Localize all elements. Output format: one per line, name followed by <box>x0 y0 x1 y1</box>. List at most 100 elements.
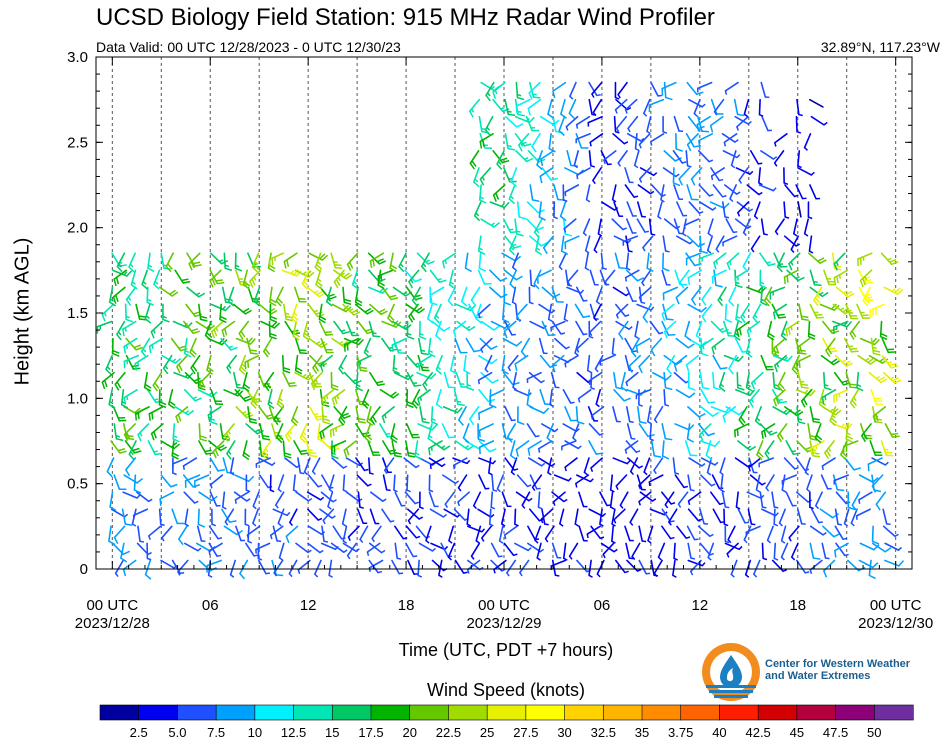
colorbar-label: 47.5 <box>823 725 848 740</box>
barb-staff <box>625 440 638 454</box>
barb-staff <box>160 474 172 488</box>
barb-half-flag <box>490 85 496 90</box>
barb-flag <box>662 267 670 272</box>
barb-flag <box>134 413 138 421</box>
colorbar-box <box>99 704 140 721</box>
barb-half-flag <box>402 291 408 295</box>
barb-half-flag <box>668 521 672 526</box>
wind-barb <box>748 457 762 472</box>
barb-staff <box>498 525 504 542</box>
barb-staff <box>285 525 299 538</box>
wind-barb <box>406 320 415 340</box>
barb-half-flag <box>242 411 247 415</box>
barb-half-flag <box>555 574 560 577</box>
barb-flag <box>616 386 624 390</box>
barb-flag <box>880 378 888 384</box>
barb-half-flag <box>573 164 579 169</box>
barb-flag <box>356 386 363 392</box>
barb-staff <box>245 542 255 557</box>
wind-barb <box>613 201 624 217</box>
wind-barb <box>537 491 543 510</box>
wind-barb <box>613 115 620 134</box>
barb-flag <box>884 547 892 553</box>
barb-staff <box>661 269 668 286</box>
barb-half-flag <box>783 409 788 414</box>
barb-half-flag <box>142 348 147 353</box>
barb-flag <box>524 143 532 147</box>
barb-staff <box>715 235 725 250</box>
wind-barb <box>773 388 786 407</box>
barb-half-flag <box>535 229 540 234</box>
barb-half-flag <box>779 522 783 527</box>
wind-barb <box>428 474 434 493</box>
barb-staff <box>560 98 566 115</box>
wind-barb <box>797 201 802 218</box>
wind-barb <box>625 406 634 423</box>
barb-staff <box>612 406 618 423</box>
barb-half-flag <box>115 435 121 438</box>
barb-staff <box>722 235 738 244</box>
barb-flag <box>869 574 876 580</box>
barb-flag <box>329 295 337 300</box>
barb-flag <box>870 359 877 365</box>
barb-half-flag <box>837 523 843 526</box>
barb-half-flag <box>139 540 145 543</box>
barb-half-flag <box>500 106 505 110</box>
wind-barb <box>586 525 601 539</box>
barb-staff <box>590 525 601 540</box>
barb-staff <box>548 133 552 150</box>
barb-half-flag <box>517 110 522 114</box>
barb-half-flag <box>708 159 714 163</box>
barb-flag <box>359 366 367 370</box>
barb-half-flag <box>612 199 617 203</box>
barb-flag <box>837 488 845 492</box>
barb-staff <box>675 337 690 349</box>
wind-barb <box>184 474 201 488</box>
wind-barb <box>563 218 577 233</box>
barb-flag <box>301 452 309 455</box>
barb-staff <box>516 474 529 488</box>
wind-barb <box>249 269 262 288</box>
barb-flag <box>688 424 695 431</box>
barb-staff <box>590 406 605 417</box>
wind-barb <box>576 337 589 353</box>
logo-text: Center for Western Weather and Water Ext… <box>765 658 910 682</box>
barb-half-flag <box>790 249 795 254</box>
wind-barb <box>634 133 640 152</box>
wind-barb <box>516 201 527 220</box>
barb-half-flag <box>317 278 322 282</box>
barb-flag <box>819 403 826 410</box>
wind-barb <box>538 337 548 355</box>
barb-flag <box>833 263 838 271</box>
barb-half-flag <box>574 523 580 527</box>
wind-barb <box>686 525 699 541</box>
wind-barb <box>750 371 764 390</box>
barb-flag <box>244 362 247 370</box>
barb-flag <box>834 550 837 558</box>
barb-flag <box>206 332 213 338</box>
barb-half-flag <box>245 523 250 527</box>
barb-staff <box>600 252 604 270</box>
barb-half-flag <box>425 259 430 263</box>
barb-flag <box>136 477 144 484</box>
wind-barb <box>587 115 603 127</box>
wind-barb <box>595 286 603 305</box>
barb-flag <box>800 383 809 387</box>
barb-half-flag <box>524 156 529 160</box>
barb-half-flag <box>747 120 752 125</box>
wind-barb <box>833 320 849 335</box>
barb-half-flag <box>624 109 628 114</box>
barb-staff <box>582 218 591 234</box>
barb-half-flag <box>816 294 821 299</box>
barb-flag <box>319 364 324 373</box>
barb-flag <box>746 330 751 338</box>
barb-staff <box>575 406 579 423</box>
wind-barb <box>691 286 702 306</box>
wind-barb <box>197 388 218 398</box>
barb-staff <box>501 303 505 321</box>
barb-flag <box>169 400 176 407</box>
barb-staff <box>132 508 149 517</box>
barb-staff <box>700 474 713 487</box>
barb-flag <box>109 301 116 307</box>
barb-flag <box>509 249 516 256</box>
